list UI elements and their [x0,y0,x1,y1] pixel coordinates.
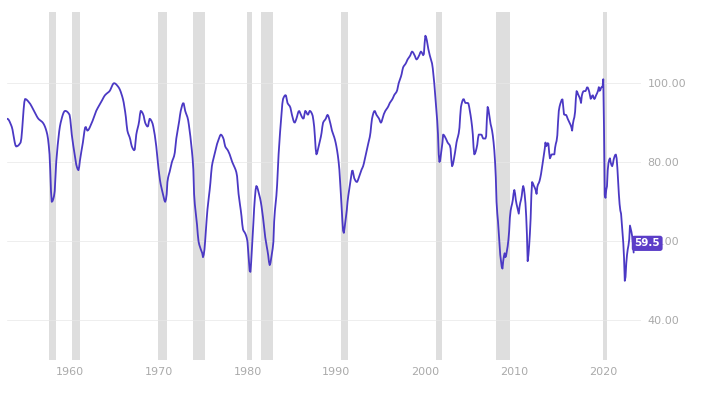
Bar [436,12,443,360]
Bar [194,12,205,360]
Bar [72,12,80,360]
Text: 59.5: 59.5 [634,238,660,248]
Bar [158,12,167,360]
Bar [341,12,347,360]
Bar [496,12,510,360]
Bar [248,12,252,360]
Bar [49,12,56,360]
Bar [261,12,274,360]
Bar [604,12,607,360]
